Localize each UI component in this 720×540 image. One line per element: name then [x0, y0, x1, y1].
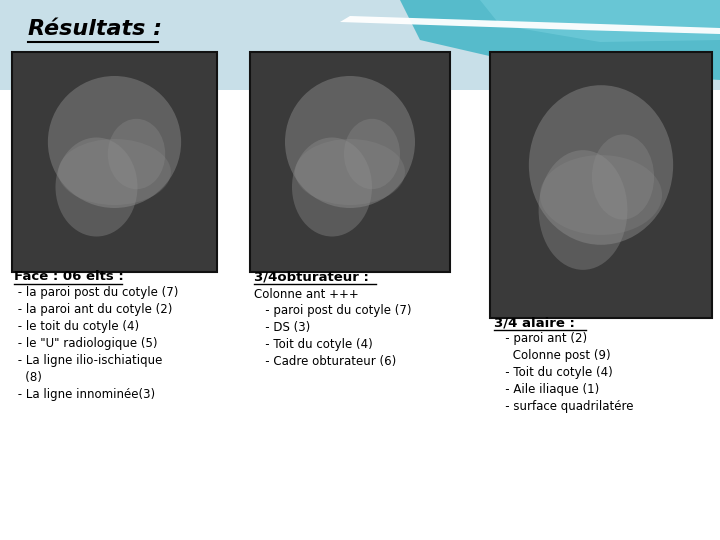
Text: - La ligne ilio-ischiatique: - La ligne ilio-ischiatique	[14, 354, 163, 367]
Text: Face : 06 elts :: Face : 06 elts :	[14, 270, 124, 283]
Text: Colonne post (9): Colonne post (9)	[494, 349, 611, 362]
Text: - Aile iliaque (1): - Aile iliaque (1)	[494, 383, 599, 396]
Ellipse shape	[285, 76, 415, 208]
Text: - Toit du cotyle (4): - Toit du cotyle (4)	[254, 338, 373, 351]
Text: 3/4obturateur :: 3/4obturateur :	[254, 270, 369, 283]
Polygon shape	[480, 0, 720, 42]
Text: - le "U" radiologique (5): - le "U" radiologique (5)	[14, 337, 158, 350]
Polygon shape	[400, 0, 720, 80]
Text: - La ligne innominée(3): - La ligne innominée(3)	[14, 388, 155, 401]
Ellipse shape	[539, 150, 627, 270]
Bar	[250, 52, 450, 272]
Ellipse shape	[58, 139, 171, 205]
Text: - surface quadrilatére: - surface quadrilatére	[494, 400, 634, 413]
Text: - Toit du cotyle (4): - Toit du cotyle (4)	[494, 366, 613, 379]
Ellipse shape	[108, 119, 165, 189]
Text: - le toit du cotyle (4): - le toit du cotyle (4)	[14, 320, 139, 333]
Ellipse shape	[295, 139, 405, 205]
Bar	[0, 0, 720, 90]
Ellipse shape	[592, 134, 654, 220]
Text: (8): (8)	[14, 371, 42, 384]
Text: - DS (3): - DS (3)	[254, 321, 310, 334]
Text: - la paroi ant du cotyle (2): - la paroi ant du cotyle (2)	[14, 303, 172, 316]
Ellipse shape	[540, 155, 662, 235]
Ellipse shape	[292, 138, 372, 237]
Ellipse shape	[55, 138, 138, 237]
Text: - paroi ant (2): - paroi ant (2)	[494, 332, 587, 345]
Text: - Cadre obturateur (6): - Cadre obturateur (6)	[254, 355, 396, 368]
Text: - la paroi post du cotyle (7): - la paroi post du cotyle (7)	[14, 286, 179, 299]
Text: Résultats :: Résultats :	[28, 19, 162, 39]
Ellipse shape	[344, 119, 400, 189]
Ellipse shape	[529, 85, 673, 245]
Bar	[12, 52, 217, 272]
Text: - paroi post du cotyle (7): - paroi post du cotyle (7)	[254, 304, 412, 317]
Ellipse shape	[48, 76, 181, 208]
Text: 3/4 alaire :: 3/4 alaire :	[494, 316, 575, 329]
Polygon shape	[340, 16, 720, 34]
Bar	[490, 52, 712, 318]
Text: Colonne ant +++: Colonne ant +++	[254, 288, 359, 301]
